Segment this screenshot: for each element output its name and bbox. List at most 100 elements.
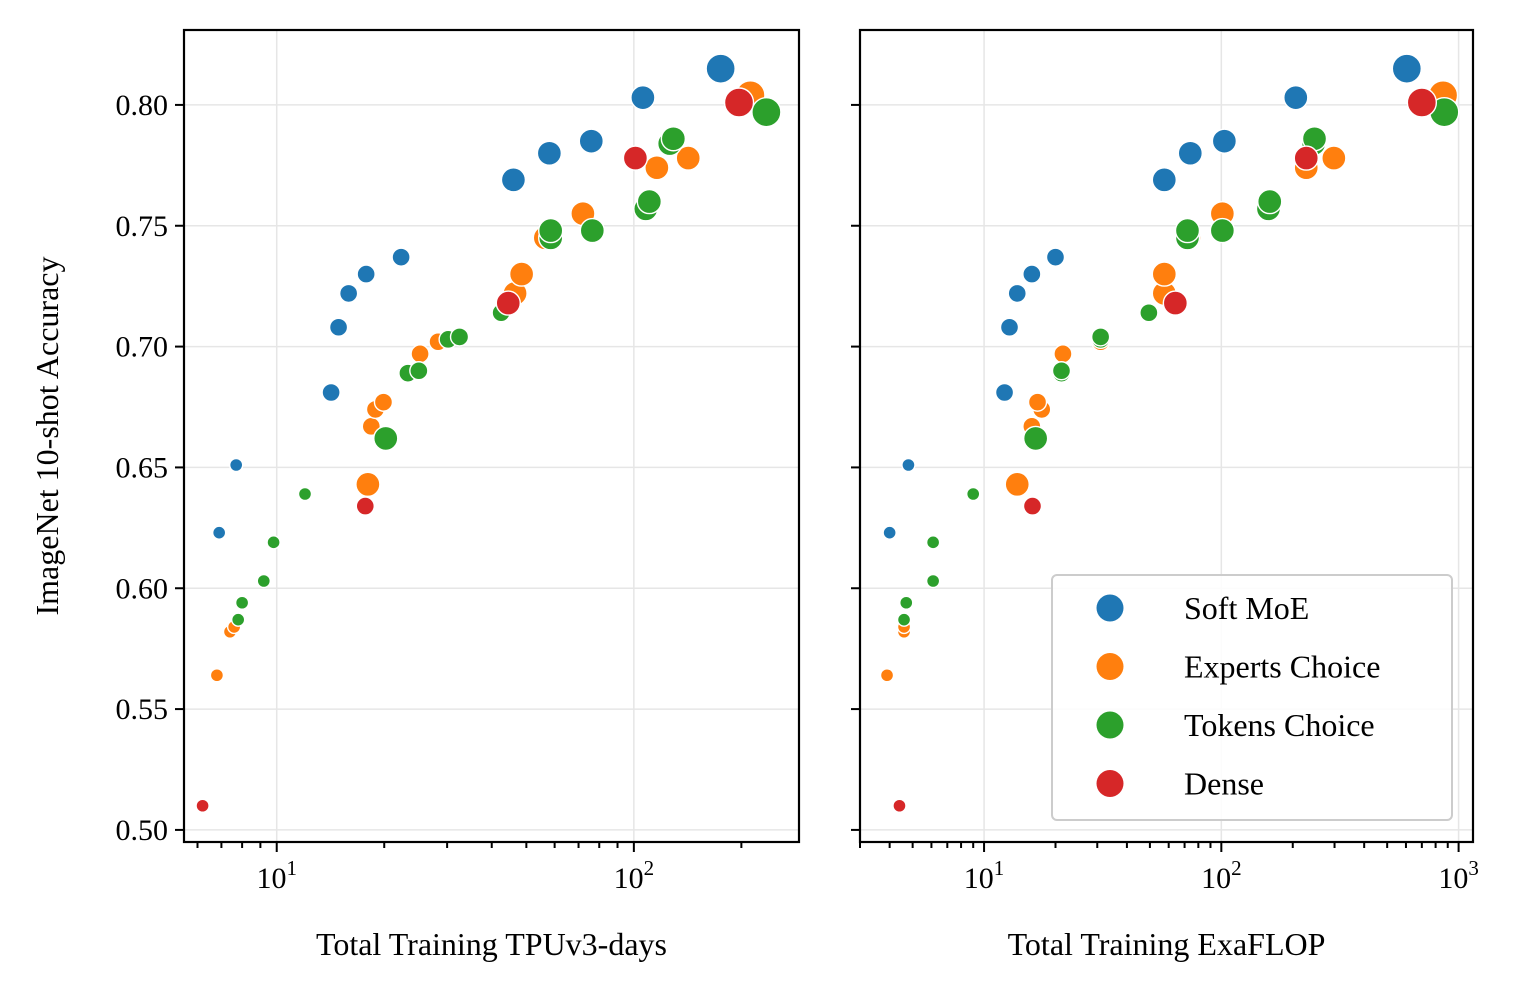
data-point	[1211, 128, 1238, 154]
data-point	[338, 283, 359, 304]
data-point	[994, 382, 1015, 403]
data-point	[630, 84, 656, 111]
data-point	[1151, 167, 1178, 193]
data-point	[966, 486, 981, 502]
y-axis-label: ImageNet 10-shot Accuracy	[29, 257, 65, 616]
data-point	[1090, 327, 1111, 347]
x-tick-label: 101	[256, 856, 297, 895]
plot-frame	[858, 28, 1475, 844]
data-point	[925, 573, 941, 589]
data-point	[355, 496, 375, 516]
data-point	[536, 140, 563, 166]
y-tick-label: 0.55	[116, 693, 169, 726]
data-point	[751, 96, 782, 128]
data-point	[449, 327, 470, 347]
data-point	[321, 382, 341, 403]
x-tick-label: 103	[1438, 856, 1479, 895]
data-point	[1022, 496, 1043, 516]
data-point	[495, 290, 521, 316]
data-point	[644, 155, 670, 181]
data-point	[1051, 361, 1072, 381]
data-point	[1139, 303, 1159, 323]
data-point	[892, 798, 907, 813]
data-point	[410, 344, 430, 364]
data-point	[195, 798, 210, 813]
data-point	[896, 612, 912, 627]
data-point	[391, 247, 411, 267]
data-point	[1022, 425, 1049, 452]
x-tick-label: 102	[1201, 856, 1242, 895]
data-point	[1177, 140, 1204, 166]
data-point	[356, 264, 376, 284]
data-point	[1007, 283, 1027, 304]
data-point	[297, 486, 313, 502]
data-point	[1321, 145, 1347, 171]
data-point	[660, 126, 687, 152]
data-point	[1293, 145, 1319, 171]
data-point	[999, 317, 1020, 337]
data-point	[500, 167, 527, 193]
legend-marker	[1096, 711, 1124, 739]
data-point	[1022, 264, 1042, 284]
data-point	[636, 188, 663, 215]
data-point	[882, 525, 897, 540]
x-tick-label: 101	[964, 856, 1005, 895]
data-point	[899, 595, 914, 610]
data-point	[508, 261, 535, 287]
data-point	[1004, 471, 1030, 498]
data-point	[1045, 247, 1066, 267]
data-point	[579, 217, 606, 244]
data-point	[925, 535, 941, 550]
data-point	[1209, 217, 1236, 244]
data-point	[1174, 217, 1201, 244]
data-point	[901, 457, 916, 473]
data-point	[228, 457, 244, 473]
data-point	[1027, 392, 1048, 412]
right-chart-panel: 101 102 103 Total Training ExaFLOP Soft MoE E…	[851, 28, 1479, 962]
data-point	[879, 668, 895, 683]
y-tick-label: 0.75	[116, 210, 169, 243]
y-tick-label: 0.70	[116, 331, 169, 364]
legend-marker	[1096, 653, 1124, 680]
data-point	[373, 392, 394, 412]
data-point	[1162, 290, 1189, 316]
data-point	[1257, 188, 1283, 215]
data-point	[256, 573, 271, 589]
data-point	[675, 145, 701, 171]
data-point	[1406, 87, 1438, 118]
legend-label: Dense	[1184, 766, 1264, 802]
x-axis-label: Total Training TPUv3-days	[316, 926, 667, 962]
legend-label: Experts Choice	[1184, 649, 1380, 685]
legend-box	[1051, 574, 1453, 821]
data-point	[1391, 53, 1423, 84]
data-point	[328, 317, 349, 337]
data-point	[1053, 344, 1073, 364]
data-point	[622, 145, 649, 171]
legend-label: Soft MoE	[1184, 590, 1309, 626]
data-point	[234, 595, 250, 610]
y-tick-label: 0.80	[116, 89, 169, 122]
left-chart-panel: 0.50 0.55 0.60 0.65 0.70 0.75 0.80 101 102 Total …	[29, 28, 801, 962]
data-point	[355, 471, 381, 498]
data-point	[209, 668, 225, 683]
data-point	[1283, 84, 1309, 111]
legend-marker	[1096, 770, 1124, 797]
data-point	[578, 128, 604, 154]
data-point	[1151, 261, 1178, 287]
data-point	[409, 361, 429, 381]
data-point	[211, 525, 227, 540]
data-point	[373, 425, 399, 452]
x-axis-label: Total Training ExaFLOP	[1008, 926, 1326, 962]
legend-marker	[1096, 594, 1124, 622]
legend-label: Tokens Choice	[1184, 707, 1375, 743]
y-tick-label: 0.60	[116, 572, 169, 605]
data-point	[723, 87, 755, 118]
data-point	[538, 217, 564, 244]
data-point	[705, 53, 736, 84]
y-tick-label: 0.65	[116, 451, 169, 484]
x-tick-label: 102	[614, 856, 655, 895]
data-point	[266, 535, 281, 550]
y-tick-label: 0.50	[116, 814, 169, 847]
legend: Soft MoE Experts Choice Tokens Choice Dense	[1051, 574, 1453, 821]
data-point	[230, 612, 246, 627]
